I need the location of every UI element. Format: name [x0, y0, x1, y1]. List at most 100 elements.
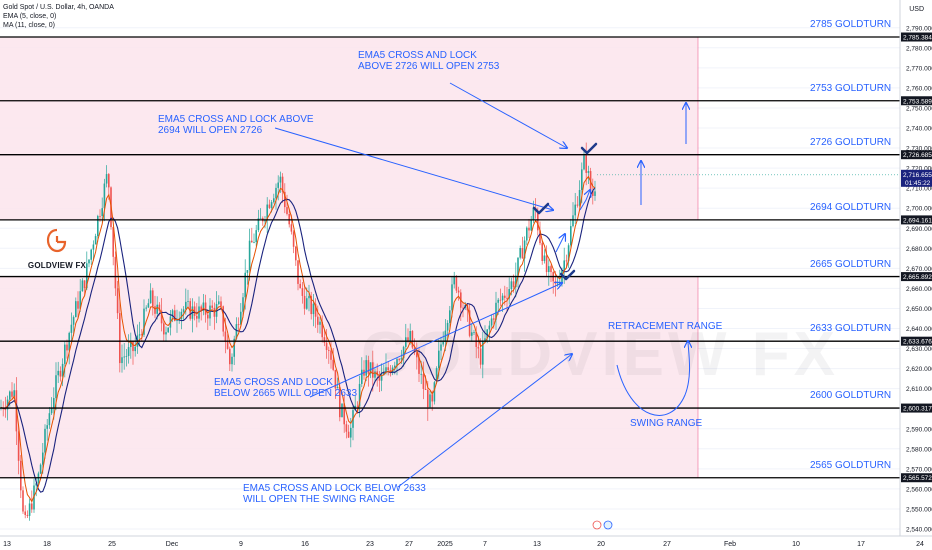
- time-tick: Feb: [724, 541, 736, 548]
- candle-body: [255, 230, 257, 243]
- ma-legend[interactable]: MA (11, close, 0): [3, 22, 56, 29]
- candle-body: [455, 276, 458, 291]
- level-label-6: 2600 GOLDTURN: [810, 390, 892, 402]
- candle-body: [336, 386, 339, 389]
- candle-body: [149, 290, 152, 304]
- watermark: GOLDVIEW FX: [361, 320, 839, 389]
- candle-body: [339, 386, 341, 418]
- candle-body: [545, 255, 548, 273]
- level-price-tags: 2,785.384 2,753.589 2,726.685 2,694.161 2,66…: [901, 32, 932, 483]
- price-tick: 2,750.000: [906, 105, 932, 112]
- level-price-tag-bg: [901, 96, 932, 106]
- candle-body: [517, 257, 519, 276]
- annotation-arrows: [274, 82, 690, 488]
- candle-body: [61, 363, 64, 377]
- candle-body: [266, 204, 268, 220]
- candle-body: [297, 260, 299, 284]
- candle-body: [218, 301, 220, 305]
- currency-label: USD: [909, 6, 924, 13]
- ma-11-line: [0, 187, 596, 493]
- candle-body: [116, 288, 119, 314]
- price-tick: 2,560.000: [906, 486, 932, 493]
- level-label-7: 2565 GOLDTURN: [810, 459, 892, 471]
- candle-body: [158, 304, 161, 311]
- time-tick: 23: [366, 541, 374, 548]
- candle-body: [35, 483, 37, 486]
- candle-body: [90, 249, 92, 260]
- candle-body: [570, 226, 572, 246]
- candle-body: [427, 389, 429, 408]
- candle-body: [528, 227, 530, 231]
- time-tick: 13: [533, 541, 541, 548]
- price-tick: 2,760.000: [906, 85, 932, 92]
- candle-body: [114, 256, 117, 289]
- time-tick: 16: [301, 541, 309, 548]
- candle-body: [99, 216, 101, 217]
- price-tick: 2,550.000: [906, 506, 932, 513]
- candle-body: [127, 347, 130, 356]
- check-mark-2665: [559, 269, 576, 281]
- candle-body: [125, 355, 128, 357]
- candle-body: [59, 370, 62, 377]
- candle-body: [187, 301, 189, 302]
- level-price-tag: 2,633.676: [903, 339, 932, 346]
- current-price-tag: 2,716.655: [903, 172, 932, 179]
- candle-body: [484, 338, 486, 341]
- candle-body: [418, 357, 420, 374]
- candle-body: [174, 310, 176, 321]
- level-price-tag-bg: [901, 215, 932, 225]
- candle-body: [202, 302, 205, 311]
- candle-body: [567, 245, 570, 262]
- level-price-tag-bg: [901, 403, 932, 413]
- price-tick: 2,790.000: [906, 25, 932, 32]
- current-price-tag-bg: [901, 169, 932, 187]
- candle-body: [477, 346, 480, 349]
- candle-body: [424, 388, 427, 390]
- candle-body: [330, 350, 332, 360]
- candle-body: [504, 295, 506, 298]
- candle-body: [563, 260, 565, 271]
- candle-body: [440, 344, 442, 351]
- candle-body: [585, 155, 587, 173]
- annotation-2726: EMA5 CROSS AND LOCK ABOVE 2694 WILL OPEN…: [158, 114, 314, 136]
- time-tick: 17: [857, 541, 865, 548]
- event-icons[interactable]: [592, 520, 613, 530]
- candle-body: [317, 316, 319, 325]
- candle-body: [345, 424, 348, 432]
- candle-body: [400, 358, 403, 360]
- price-tick: 2,780.000: [906, 45, 932, 52]
- time-axis[interactable]: 13 18 25 Dec 9 16 23 27 2025 7 13 20 27 Feb 10 17 24: [3, 541, 924, 548]
- candle-body: [422, 373, 425, 389]
- candle-body: [576, 204, 579, 206]
- candle-body: [44, 428, 46, 453]
- level-price-tag: 2,785.384: [903, 35, 932, 42]
- candle-body: [574, 204, 576, 216]
- candle-body: [152, 290, 154, 307]
- price-tick: 2,680.000: [906, 246, 932, 253]
- candle-body: [398, 359, 400, 360]
- level-label-2: 2726 GOLDTURN: [810, 136, 892, 148]
- candle-body: [198, 306, 200, 319]
- symbol-title[interactable]: Gold Spot / U.S. Dollar, 4h, OANDA: [3, 4, 114, 11]
- candle-body: [134, 346, 136, 352]
- candle-body: [488, 325, 491, 330]
- candle-body: [512, 281, 515, 288]
- ema-legend[interactable]: EMA (5, close, 0): [3, 13, 57, 20]
- candle-body: [442, 341, 444, 345]
- candle-body: [240, 311, 242, 325]
- price-tick: 2,710.000: [906, 186, 932, 193]
- candle-body: [268, 204, 271, 208]
- level-label-4: 2665 GOLDTURN: [810, 258, 892, 270]
- candle-body: [308, 296, 310, 299]
- candle-body: [396, 359, 398, 366]
- candle-body: [180, 311, 183, 319]
- price-tick: 2,570.000: [906, 466, 932, 473]
- arrow-swing: [397, 354, 572, 488]
- time-tick: 20: [597, 541, 605, 548]
- candle-body: [385, 367, 387, 373]
- candle-body: [369, 362, 372, 374]
- candle-body: [31, 503, 33, 510]
- candle-body: [537, 210, 539, 231]
- level-label-3: 2694 GOLDTURN: [810, 201, 892, 213]
